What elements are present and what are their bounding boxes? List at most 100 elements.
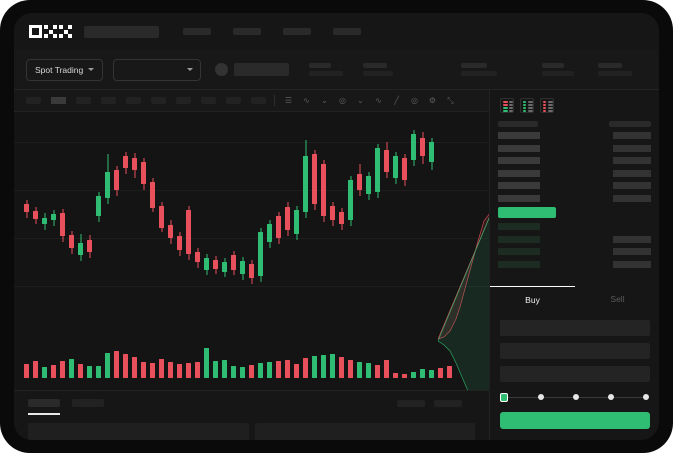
- toolbar-divider: [274, 95, 275, 106]
- orderbook-mode-asks[interactable]: [540, 98, 554, 113]
- timeframe-button-2[interactable]: [51, 97, 66, 104]
- orderbook-mode-bids[interactable]: [520, 98, 534, 113]
- volume-bar-1: [33, 361, 38, 378]
- trade-sidebar: Buy Sell: [489, 90, 659, 440]
- orderbook-amount: [613, 248, 651, 255]
- timeframe-button-7[interactable]: [176, 97, 191, 104]
- slider-step-25[interactable]: [538, 394, 544, 400]
- candle-39: [375, 144, 380, 198]
- orderbook-row-ask-2[interactable]: [498, 157, 651, 164]
- candle-44: [420, 132, 425, 164]
- compare-icon[interactable]: ⌄: [321, 96, 328, 105]
- tab-buy[interactable]: Buy: [490, 286, 575, 312]
- candle-37: [357, 164, 362, 196]
- slider-step-50[interactable]: [573, 394, 579, 400]
- orderbook-row-bid-1[interactable]: [498, 235, 651, 243]
- volume-bar-8: [96, 366, 101, 378]
- indicators-icon[interactable]: ∿: [303, 96, 310, 105]
- volume-bar-46: [438, 368, 443, 378]
- orderbook-row-ask-5[interactable]: [498, 194, 651, 202]
- gridline: [14, 190, 489, 191]
- search-input[interactable]: [84, 25, 159, 38]
- volume-bar-16: [168, 362, 173, 378]
- timeframe-button-1[interactable]: [26, 97, 41, 104]
- tab-sell[interactable]: Sell: [610, 294, 625, 304]
- candle-8: [96, 192, 101, 222]
- stat-label: [598, 63, 623, 68]
- orderbook-mode-both[interactable]: [500, 98, 514, 113]
- stat-value: [363, 71, 394, 76]
- place-buy-order-button[interactable]: [500, 412, 650, 429]
- orderbook-amount: [613, 157, 651, 164]
- volume-bar-6: [78, 364, 83, 378]
- timeframe-button-6[interactable]: [151, 97, 166, 104]
- order-book[interactable]: [490, 119, 659, 301]
- volume-bar-37: [357, 362, 362, 378]
- candle-28: [276, 212, 281, 244]
- orderbook-row-spread[interactable]: [498, 207, 651, 218]
- volume-bar-13: [141, 362, 146, 378]
- candle-19: [195, 248, 200, 268]
- volume-bar-27: [267, 362, 272, 378]
- orderbook-row-ask-4[interactable]: [498, 182, 651, 189]
- orderbook-row-bid-3[interactable]: [498, 260, 651, 268]
- volume-bar-29: [285, 360, 290, 378]
- candle-36: [348, 176, 353, 226]
- nav-item-4[interactable]: [333, 28, 361, 35]
- timeframe-button-4[interactable]: [101, 97, 116, 104]
- orderbook-row-ask-1[interactable]: [498, 144, 651, 152]
- volume-bar-0: [24, 364, 29, 378]
- candle-14: [150, 178, 155, 212]
- slider-handle[interactable]: [500, 393, 508, 402]
- orderbook-row-bid-2[interactable]: [498, 248, 651, 255]
- okx-logo-icon[interactable]: [29, 25, 74, 39]
- orderbook-amount: [613, 207, 651, 214]
- stat-value: [542, 71, 575, 76]
- settings-icon[interactable]: ⚙: [428, 96, 437, 105]
- order-total-field[interactable]: [500, 366, 650, 382]
- slider-step-75[interactable]: [608, 394, 614, 400]
- orderbook-row-ask-3[interactable]: [498, 169, 651, 177]
- orderbook-price: [498, 207, 556, 218]
- candle-11: [123, 152, 128, 174]
- chevron-down-icon[interactable]: ⌄: [357, 96, 364, 105]
- timeframe-button-3[interactable]: [76, 97, 91, 104]
- candle-25: [249, 260, 254, 284]
- nav-item-2[interactable]: [233, 28, 261, 35]
- bottom-action-2[interactable]: [434, 400, 462, 407]
- camera-icon[interactable]: ◎: [411, 96, 418, 105]
- price-chart[interactable]: [14, 112, 489, 390]
- pair-select[interactable]: [113, 58, 202, 81]
- slider-step-100[interactable]: [643, 394, 649, 400]
- candle-43: [411, 130, 416, 166]
- candlestick-type-icon[interactable]: ☰: [284, 96, 293, 105]
- timeframe-button-10[interactable]: [251, 97, 266, 104]
- orderbook-row-ask-0[interactable]: [498, 132, 651, 139]
- gridline: [14, 286, 489, 287]
- candle-12: [132, 153, 137, 178]
- nav-item-3[interactable]: [283, 28, 311, 35]
- tab-open-orders[interactable]: [28, 399, 60, 407]
- alert-icon[interactable]: ◎: [339, 96, 346, 105]
- order-percent-slider[interactable]: [500, 392, 650, 404]
- fullscreen-icon[interactable]: ⤡: [447, 95, 454, 105]
- order-price-field[interactable]: [500, 320, 650, 336]
- nav-item-1[interactable]: [183, 28, 211, 35]
- order-amount-field[interactable]: [500, 343, 650, 359]
- ticker-stat-2: [363, 63, 394, 76]
- line-chart-icon[interactable]: ∿: [375, 96, 382, 105]
- orderbook-price: [498, 144, 540, 152]
- volume-bar-44: [420, 369, 425, 378]
- timeframe-button-9[interactable]: [226, 97, 241, 104]
- candle-9: [105, 154, 110, 204]
- timeframe-button-5[interactable]: [126, 97, 141, 104]
- magnet-icon[interactable]: ╱: [394, 96, 399, 105]
- orderbook-row-bid-0[interactable]: [498, 223, 651, 230]
- volume-bar-2: [42, 367, 47, 378]
- trading-mode-select[interactable]: Spot Trading: [26, 58, 104, 81]
- volume-bar-18: [186, 363, 191, 378]
- tab-order-history[interactable]: [72, 399, 104, 407]
- bottom-action-1[interactable]: [397, 400, 425, 407]
- ticker-stat-3: [461, 63, 498, 76]
- timeframe-button-8[interactable]: [201, 97, 216, 104]
